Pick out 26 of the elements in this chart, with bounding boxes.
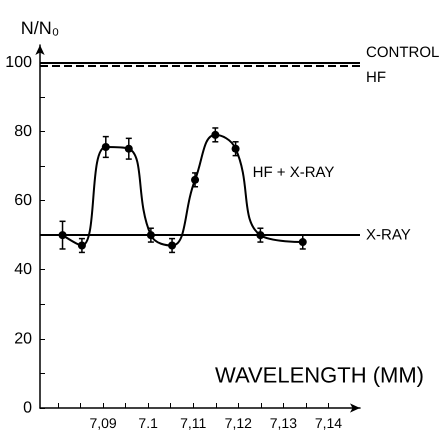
ref-line-label: HF [366, 69, 386, 86]
x-tick-label: 7,11 [180, 415, 207, 431]
point [168, 242, 176, 250]
y-tick-label: 80 [14, 122, 32, 140]
y-tick-label: 60 [14, 192, 32, 210]
point [78, 242, 86, 250]
point [191, 176, 200, 184]
y-tick-label: 0 [23, 400, 32, 416]
point [102, 142, 110, 151]
point [232, 144, 240, 153]
series-label: HF + X-RAY [252, 164, 334, 182]
y-tick-label: 40 [14, 261, 32, 278]
point [124, 144, 133, 153]
y-tick-label: 20 [14, 330, 32, 348]
point [298, 238, 307, 246]
y-axis-title: N/N₀ [20, 18, 60, 38]
x-tick-label: 7,12 [224, 415, 252, 431]
x-axis-title: WAVELENGTH (MM) [215, 362, 424, 388]
point [211, 130, 220, 139]
ref-line-label: CONTROL [366, 44, 440, 61]
y-tick-label: 100 [5, 54, 32, 71]
x-tick-label: 7,14 [314, 415, 342, 431]
x-tick-label: 7,13 [270, 415, 298, 431]
x-tick-label: 7,09 [89, 415, 117, 431]
ref-line-label: X-RAY [366, 226, 411, 244]
x-tick-label: 7.1 [138, 415, 158, 431]
